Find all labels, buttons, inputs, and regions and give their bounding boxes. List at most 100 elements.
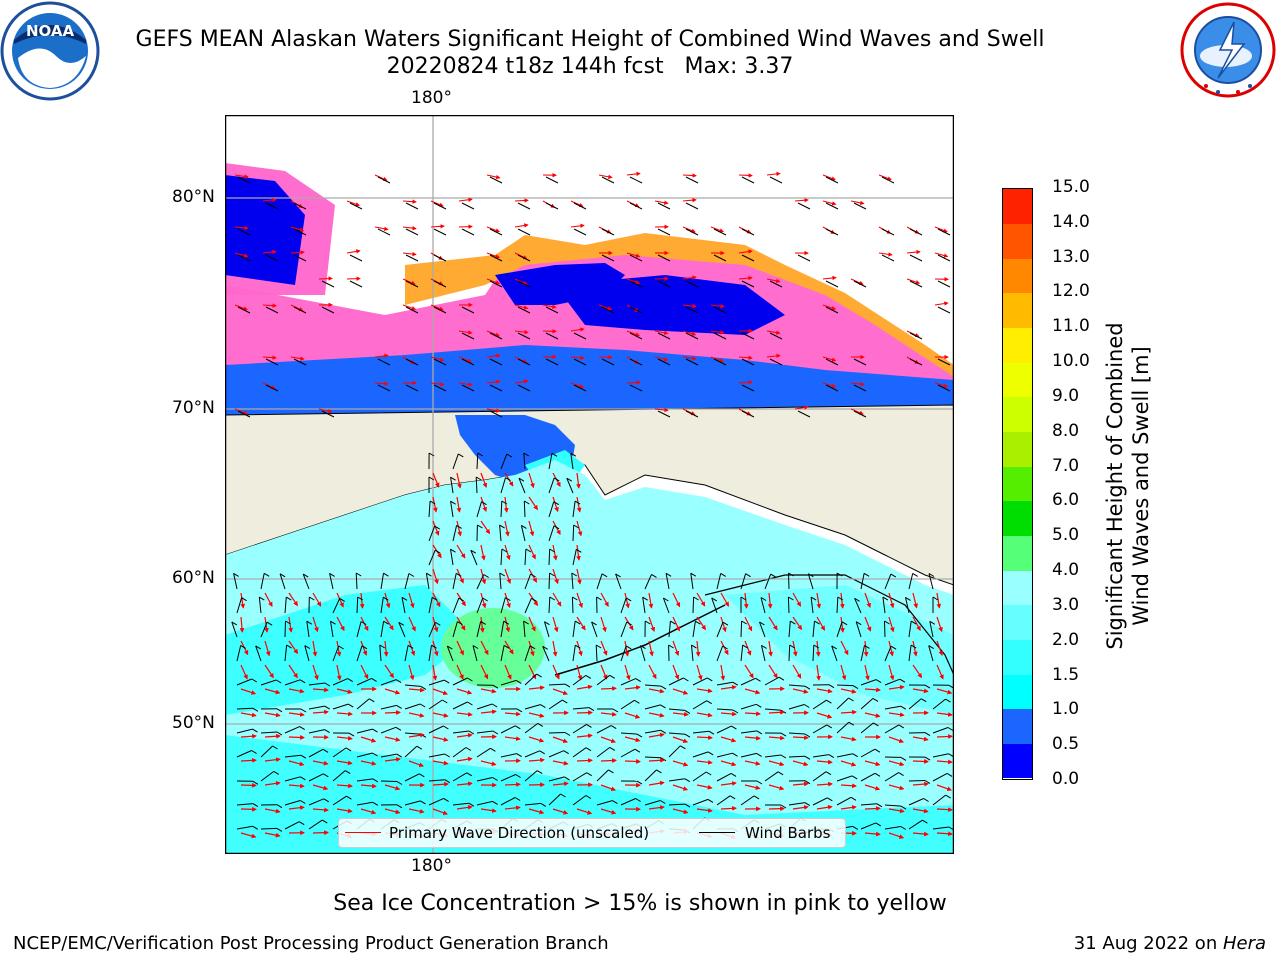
wind-barb-flag (369, 698, 375, 703)
wind-barb-flag (536, 770, 543, 775)
wave-direction-arrow (912, 664, 923, 679)
wind-barb-label: Wind Barbs (745, 824, 831, 842)
wind-barb (545, 306, 559, 314)
wave-direction-arrow (600, 664, 608, 680)
wind-barb-flag (491, 703, 498, 708)
wave-direction-arrow (720, 760, 737, 767)
wave-direction-arrow (696, 784, 713, 790)
wind-barb-flag (252, 825, 259, 830)
wind-barb-flag (503, 644, 510, 649)
wave-direction-arrow (504, 664, 512, 680)
wind-barb (825, 228, 839, 236)
wind-barb-flag (945, 794, 951, 799)
wind-barb-flag (890, 573, 897, 578)
wave-direction-arrow (864, 712, 881, 718)
wind-barb (668, 745, 681, 758)
wind-barb (571, 572, 574, 590)
wind-barb-flag (286, 596, 292, 601)
wave-direction-arrow (840, 664, 847, 681)
wind-barb (740, 703, 757, 710)
wave-direction-arrow (374, 353, 389, 359)
colorbar-title-line2: Wind Waves and Swell [m] (1129, 346, 1153, 626)
wind-barb (716, 681, 733, 686)
wind-barb-flag (521, 524, 527, 529)
wind-barb (452, 525, 458, 542)
wind-barb (404, 773, 420, 782)
wind-barb-flag (634, 699, 640, 704)
wave-direction-arrow (766, 278, 781, 284)
wind-barb-flag (455, 572, 462, 577)
wind-barb (446, 645, 454, 662)
wind-barb (377, 384, 391, 392)
wind-barb (797, 202, 811, 210)
wind-barb (812, 754, 829, 758)
colorbar-segment (1003, 431, 1032, 467)
wave-direction-arrow (486, 226, 501, 233)
wind-barb-flag (729, 795, 736, 800)
wave-direction-arrow (374, 226, 389, 231)
wind-barb (692, 677, 708, 686)
wind-barb (517, 228, 531, 236)
wind-barb-flag (435, 621, 441, 626)
wind-barb-flag (873, 722, 879, 727)
wind-barb (524, 598, 532, 614)
wind-barb (937, 306, 951, 314)
wind-barb (548, 525, 555, 542)
wave-direction-arrow (262, 249, 277, 255)
wind-barb-flag (252, 780, 259, 785)
wave-direction-arrow (552, 568, 559, 585)
wave-direction-arrow (552, 544, 558, 561)
wave-direction-arrow (288, 688, 305, 694)
wave-direction-arrow (288, 592, 298, 607)
colorbar-tick-label: 14.0 (1052, 211, 1090, 232)
wind-barb (524, 770, 538, 782)
wave-direction-arrow (402, 199, 417, 204)
wave-direction-label: Primary Wave Direction (unscaled) (389, 824, 650, 842)
wave-direction-arrow (384, 736, 401, 742)
wave-direction-arrow (626, 200, 640, 208)
wind-barb-flag (361, 645, 368, 650)
wind-barb (764, 676, 780, 686)
wave-direction-arrow (264, 664, 274, 679)
wave-direction-arrow (312, 664, 319, 681)
wind-barb-flag (309, 596, 315, 601)
wind-barb (476, 452, 479, 470)
wind-barb (500, 753, 517, 758)
wind-barb (404, 800, 421, 806)
wind-barb (548, 793, 561, 806)
wind-barb-flag (585, 795, 592, 799)
wave-direction-arrow (710, 303, 725, 309)
wave-direction-arrow (696, 712, 713, 718)
wind-barb (759, 621, 766, 638)
wind-barb (428, 645, 432, 662)
wave-direction-arrow (792, 688, 809, 694)
wave-direction-arrow (504, 568, 512, 585)
wind-barb (644, 756, 662, 759)
wind-barb-flag (875, 679, 882, 684)
wave-direction-arrow (430, 200, 444, 207)
wind-barb-flag (398, 621, 405, 626)
wind-barb (657, 254, 671, 262)
wave-direction-arrow (528, 496, 538, 511)
wave-direction-arrow (936, 640, 944, 657)
wind-barb (321, 306, 335, 314)
colorbar-segment (1003, 604, 1032, 640)
wind-barb-flag (755, 677, 761, 682)
wind-barb (356, 596, 359, 614)
wind-barb (788, 684, 806, 687)
wind-barb (500, 548, 503, 566)
wind-barb (620, 798, 636, 806)
wave-direction-arrow (264, 808, 281, 814)
wind-barb (644, 729, 661, 734)
wind-barb-flag (928, 573, 935, 577)
wind-barb-flag (900, 705, 907, 710)
wind-barb (741, 384, 755, 392)
wind-barb-flag (563, 750, 569, 755)
wave-direction-arrow (312, 807, 329, 813)
wave-direction-arrow (346, 249, 361, 254)
wave-direction-arrow (648, 640, 654, 657)
colorbar-title-line1: Significant Height of Combined (1103, 322, 1127, 650)
wind-barb (740, 573, 747, 590)
wind-barb (237, 176, 251, 184)
wave-direction-arrow (504, 640, 514, 655)
